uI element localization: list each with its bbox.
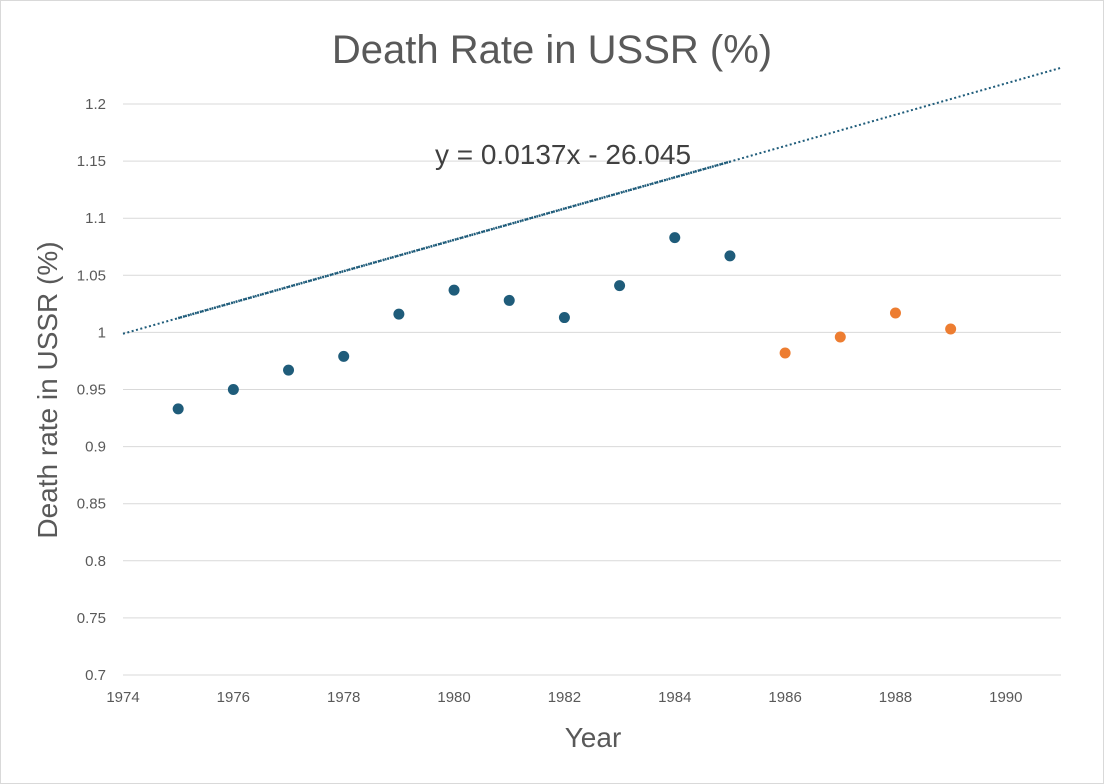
- y-axis-tick-labels: 0.7 0.75 0.8 0.85 0.9 0.95 1 1.05 1.1 1.15 1.2: [77, 96, 106, 684]
- data-point-series-1: [669, 232, 681, 244]
- data-point-series-2: [834, 331, 846, 343]
- y-tick-label: 0.85: [77, 496, 106, 513]
- x-tick-label: 1976: [217, 689, 250, 706]
- data-point-series-1: [724, 250, 736, 262]
- chart-title: Death Rate in USSR (%): [332, 28, 772, 72]
- y-tick-label: 1.1: [85, 210, 106, 227]
- data-point-series-1: [283, 364, 295, 376]
- y-axis-title: Death rate in USSR (%): [32, 241, 63, 538]
- y-tick-label: 1: [98, 324, 106, 341]
- data-point-series-1: [503, 294, 515, 306]
- y-tick-label: 1.05: [77, 267, 106, 284]
- x-tick-label: 1984: [658, 689, 691, 706]
- y-tick-label: 0.9: [85, 439, 106, 456]
- x-tick-label: 1978: [327, 689, 360, 706]
- x-tick-label: 1986: [768, 689, 801, 706]
- trendline-layer: [122, 66, 1062, 335]
- data-point-series-2: [889, 307, 901, 319]
- data-point-series-1: [172, 403, 184, 415]
- trendline-fit-segment: [177, 160, 731, 320]
- data-point-series-1: [338, 350, 350, 362]
- x-tick-label: 1990: [989, 689, 1022, 706]
- x-tick-label: 1982: [548, 689, 581, 706]
- data-point-series-2: [779, 347, 791, 359]
- data-points: [172, 232, 957, 415]
- grid-lines: [123, 103, 1061, 676]
- data-point-series-1: [393, 308, 405, 320]
- y-tick-label: 0.95: [77, 382, 106, 399]
- y-tick-label: 1.2: [85, 96, 106, 113]
- data-point-series-1: [558, 312, 570, 324]
- y-tick-label: 0.8: [85, 553, 106, 570]
- y-tick-label: 1.15: [77, 153, 106, 170]
- y-tick-label: 0.7: [85, 667, 106, 684]
- data-point-series-1: [227, 384, 239, 395]
- data-point-series-1: [614, 280, 626, 292]
- x-tick-label: 1974: [106, 689, 139, 706]
- y-tick-label: 0.75: [77, 610, 106, 627]
- x-axis-tick-labels: 1974 1976 1978 1980 1982 1984 1986 1988 1990: [106, 689, 1022, 706]
- x-axis-title: Year: [565, 722, 622, 753]
- data-point-series-1: [448, 284, 460, 296]
- x-tick-label: 1980: [437, 689, 470, 706]
- x-tick-label: 1988: [879, 689, 912, 706]
- trendline-equation: y = 0.0137x - 26.045: [435, 139, 691, 170]
- data-point-series-2: [945, 323, 957, 335]
